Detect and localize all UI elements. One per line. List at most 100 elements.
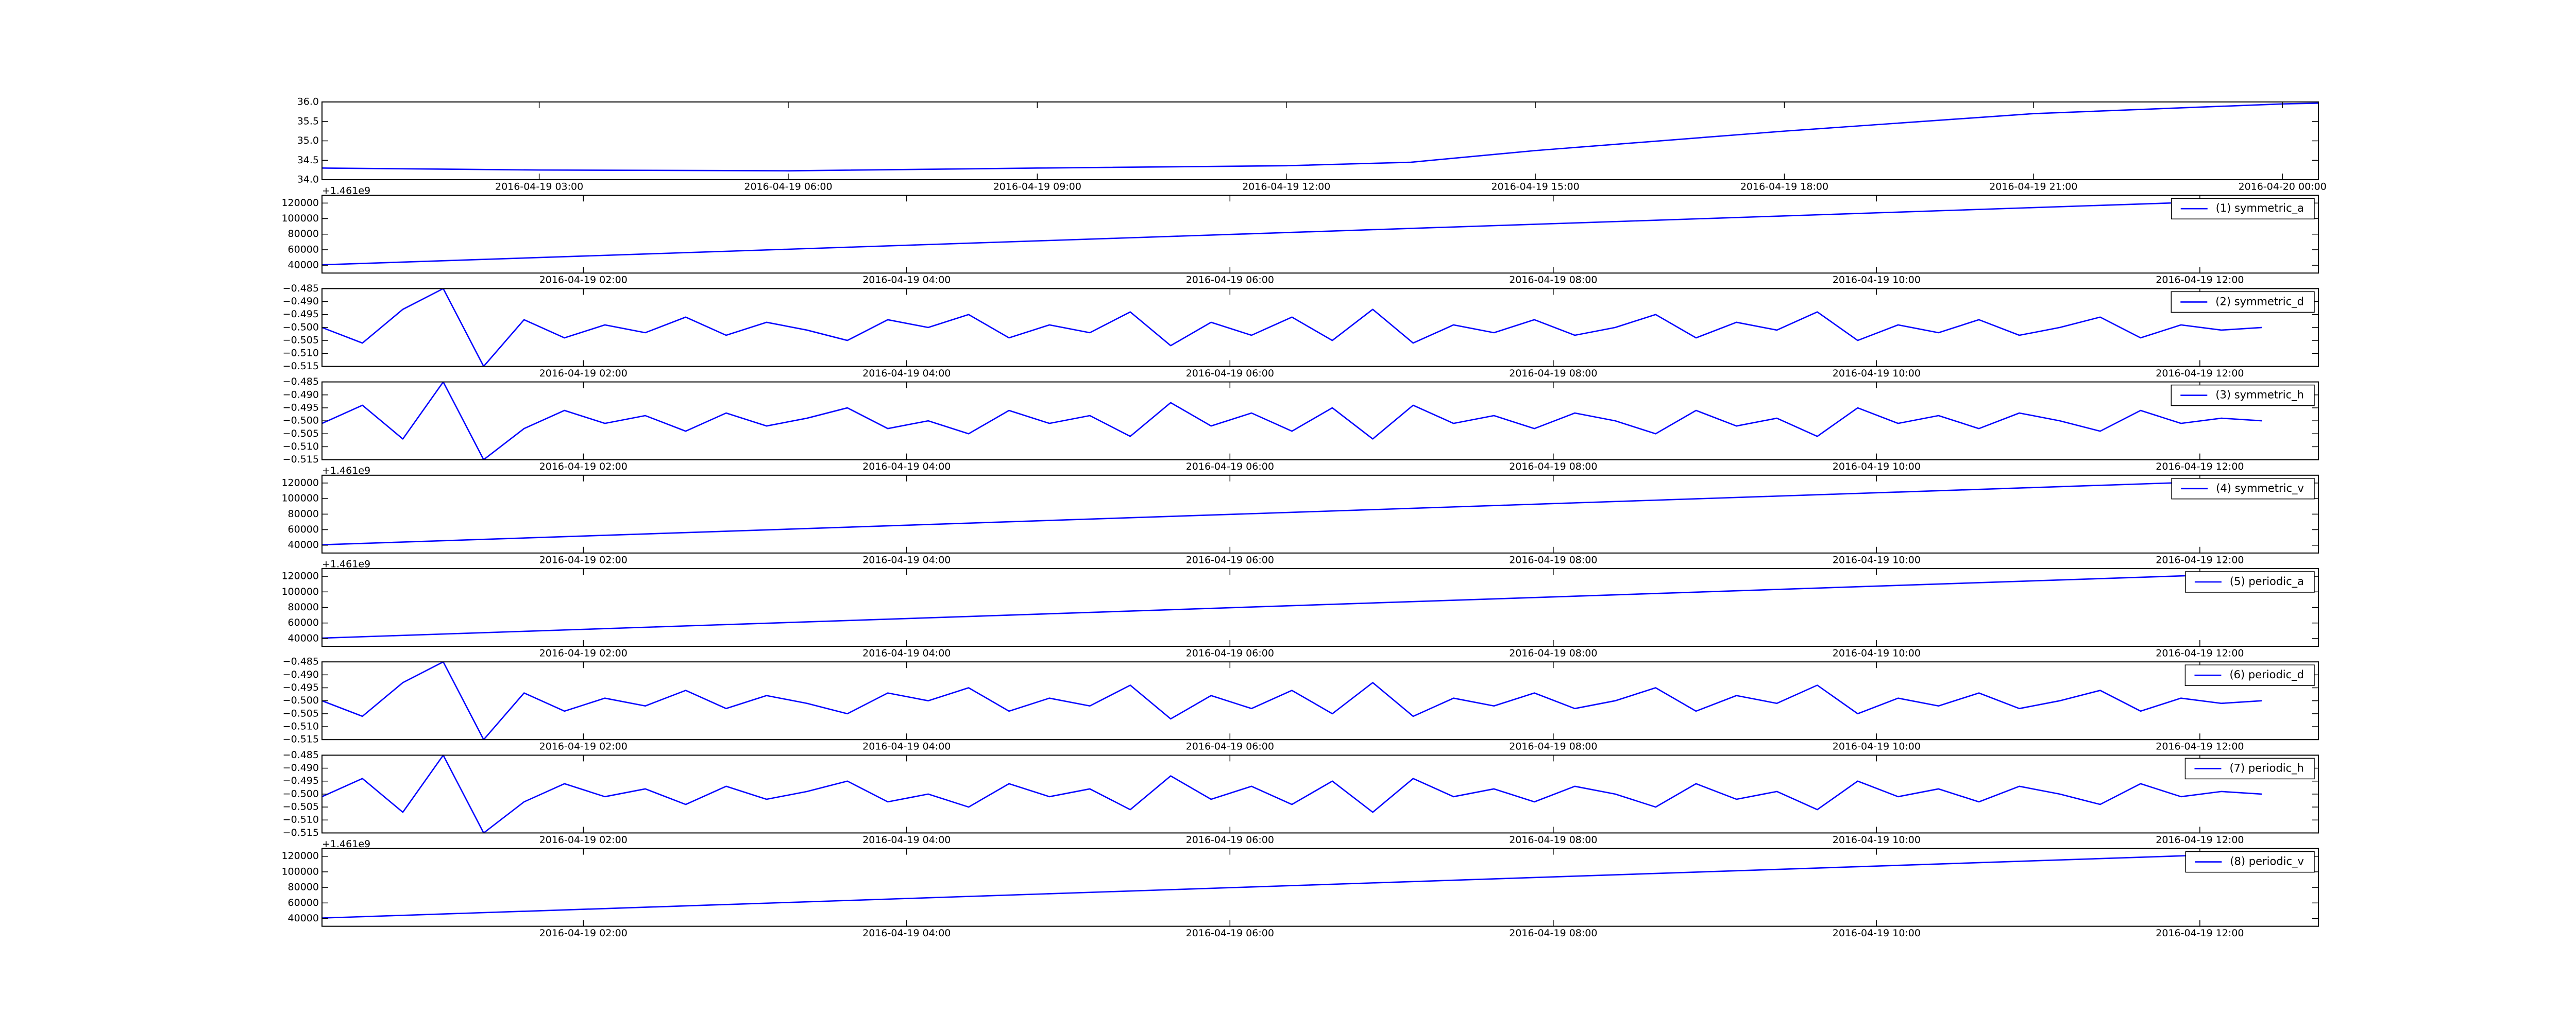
x-tick-label: 2016-04-19 10:00 — [1833, 554, 1921, 565]
series-line — [322, 479, 2262, 546]
series-line — [322, 572, 2262, 639]
axes-frame — [321, 848, 2319, 927]
y-tick-label: −0.490 — [283, 762, 319, 774]
y-tick-label: 34.0 — [297, 174, 319, 185]
x-tick-label: 2016-04-19 06:00 — [1186, 928, 1274, 939]
axes-frame — [321, 568, 2319, 647]
y-tick-label: 80000 — [288, 602, 319, 613]
x-tick-label: 2016-04-19 10:00 — [1833, 648, 1921, 659]
x-tick-label: 2016-04-19 06:00 — [1186, 648, 1274, 659]
y-tick-label: 80000 — [288, 228, 319, 239]
x-tick-label: 2016-04-19 08:00 — [1509, 554, 1597, 565]
x-tick-label: 2016-04-19 04:00 — [862, 928, 951, 939]
x-tick-label: 2016-04-19 08:00 — [1509, 648, 1597, 659]
plot-area — [322, 755, 2262, 833]
x-tick-label: 2016-04-19 06:00 — [1186, 461, 1274, 472]
y-tick-label: 60000 — [288, 617, 319, 628]
subplot: −0.485−0.490−0.495−0.500−0.505−0.510−0.5… — [283, 283, 2319, 379]
x-tick-label: 2016-04-19 04:00 — [862, 274, 951, 286]
y-tick-label: −0.505 — [283, 428, 319, 439]
legend: (3) symmetric_h — [2171, 384, 2315, 406]
plot-area — [322, 102, 2318, 171]
x-tick-label: 2016-04-19 08:00 — [1509, 928, 1597, 939]
y-tick-label: 60000 — [288, 897, 319, 908]
x-tick-label: 2016-04-19 10:00 — [1833, 368, 1921, 379]
x-tick-label: 2016-04-19 02:00 — [539, 648, 628, 659]
plot-area — [322, 199, 2262, 266]
x-offset-label: +1.461e9 — [322, 838, 370, 850]
y-tick-label: 100000 — [281, 493, 319, 504]
y-tick-label: −0.515 — [283, 360, 319, 372]
x-tick-label: 2016-04-19 15:00 — [1491, 181, 1579, 193]
series-line — [322, 662, 2262, 740]
x-tick-label: 2016-04-19 08:00 — [1509, 368, 1597, 379]
y-tick-label: −0.485 — [283, 749, 319, 761]
y-tick-label: −0.515 — [283, 454, 319, 465]
x-offset-label: +1.461e9 — [322, 185, 370, 197]
y-tick-label: 120000 — [281, 477, 319, 488]
plot-area — [322, 662, 2262, 740]
x-tick-label: 2016-04-19 09:00 — [993, 181, 1081, 193]
x-tick-label: 2016-04-19 21:00 — [1989, 181, 2077, 193]
y-tick-label: 40000 — [288, 260, 319, 271]
x-tick-label: 2016-04-19 02:00 — [539, 741, 628, 752]
plot-area — [322, 382, 2262, 460]
y-tick-label: 100000 — [281, 586, 319, 597]
legend: (1) symmetric_a — [2171, 198, 2315, 219]
x-tick-label: 2016-04-19 04:00 — [862, 741, 951, 752]
x-tick-label: 2016-04-19 08:00 — [1509, 834, 1597, 846]
x-tick-label: 2016-04-19 12:00 — [2156, 648, 2244, 659]
y-tick-label: −0.500 — [283, 788, 319, 799]
y-tick-label: −0.515 — [283, 827, 319, 838]
x-tick-label: 2016-04-19 12:00 — [2156, 834, 2244, 846]
y-tick-label: −0.510 — [283, 348, 319, 359]
x-tick-label: 2016-04-19 02:00 — [539, 274, 628, 286]
x-tick-label: 2016-04-19 02:00 — [539, 461, 628, 472]
series-line — [322, 102, 2318, 171]
y-tick-label: 35.5 — [297, 115, 319, 127]
y-tick-label: 36.0 — [297, 96, 319, 108]
x-tick-label: 2016-04-19 04:00 — [862, 648, 951, 659]
x-offset-label: +1.461e9 — [322, 465, 370, 476]
x-tick-label: 2016-04-19 02:00 — [539, 368, 628, 379]
x-tick-label: 2016-04-19 04:00 — [862, 368, 951, 379]
y-tick-label: −0.510 — [283, 814, 319, 826]
axes-frame — [321, 754, 2319, 834]
legend-label: (4) symmetric_v — [2216, 482, 2304, 495]
x-tick-label: 2016-04-19 04:00 — [862, 834, 951, 846]
x-tick-label: 2016-04-19 18:00 — [1740, 181, 1828, 193]
axes-frame — [321, 661, 2319, 741]
axes-frame — [321, 288, 2319, 367]
subplot: 40000 60000 80000 100000 120000 2016-04-19 02… — [281, 195, 2319, 286]
legend-label: (1) symmetric_a — [2216, 202, 2304, 215]
legend: (5) periodic_a — [2185, 571, 2315, 593]
x-tick-label: 2016-04-19 04:00 — [862, 461, 951, 472]
subplot: 40000 60000 80000 100000 120000 2016-04-19 02… — [281, 568, 2319, 659]
x-tick-label: 2016-04-19 12:00 — [2156, 274, 2244, 286]
axes-frame — [321, 195, 2319, 274]
x-tick-label: 2016-04-19 06:00 — [1186, 741, 1274, 752]
x-tick-label: 2016-04-19 06:00 — [744, 181, 832, 193]
y-tick-label: −0.485 — [283, 656, 319, 667]
y-tick-label: −0.505 — [283, 801, 319, 813]
x-tick-label: 2016-04-19 04:00 — [862, 554, 951, 565]
y-tick-label: 80000 — [288, 508, 319, 520]
x-tick-label: 2016-04-19 12:00 — [2156, 741, 2244, 752]
y-tick-label: −0.495 — [283, 775, 319, 786]
legend: (8) periodic_v — [2185, 851, 2315, 873]
y-tick-label: 40000 — [288, 632, 319, 644]
series-line — [322, 382, 2262, 460]
legend-label: (8) periodic_v — [2230, 855, 2304, 868]
subplot: −0.485−0.490−0.495−0.500−0.505−0.510−0.5… — [283, 376, 2319, 476]
axes-frame — [321, 101, 2319, 180]
subplot: 40000 60000 80000 100000 120000 2016-04-19 02… — [281, 474, 2319, 570]
plot-area — [322, 572, 2262, 639]
y-tick-label: 120000 — [281, 850, 319, 862]
x-tick-label: 2016-04-19 10:00 — [1833, 928, 1921, 939]
series-line — [322, 199, 2262, 266]
y-tick-label: 60000 — [288, 244, 319, 255]
legend: (4) symmetric_v — [2171, 478, 2315, 500]
x-tick-label: 2016-04-19 06:00 — [1186, 368, 1274, 379]
